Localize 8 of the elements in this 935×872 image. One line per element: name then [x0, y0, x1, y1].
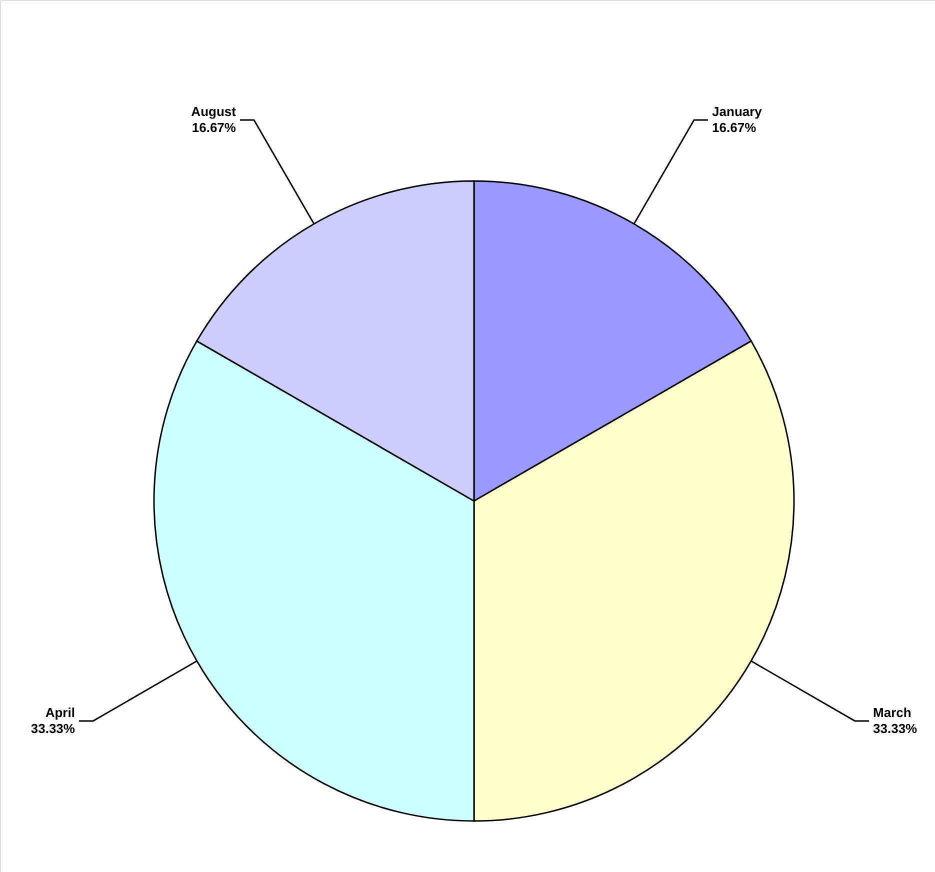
data-label: 33.33%	[30, 721, 76, 736]
slice-label: August	[191, 104, 237, 119]
slice-label: April	[45, 705, 75, 720]
slice-label: January	[712, 104, 763, 119]
data-label: 16.67%	[192, 120, 236, 135]
data-label: 16.67%	[712, 120, 757, 135]
data-label: 33.33%	[873, 721, 918, 736]
slice-label: March	[873, 705, 912, 720]
